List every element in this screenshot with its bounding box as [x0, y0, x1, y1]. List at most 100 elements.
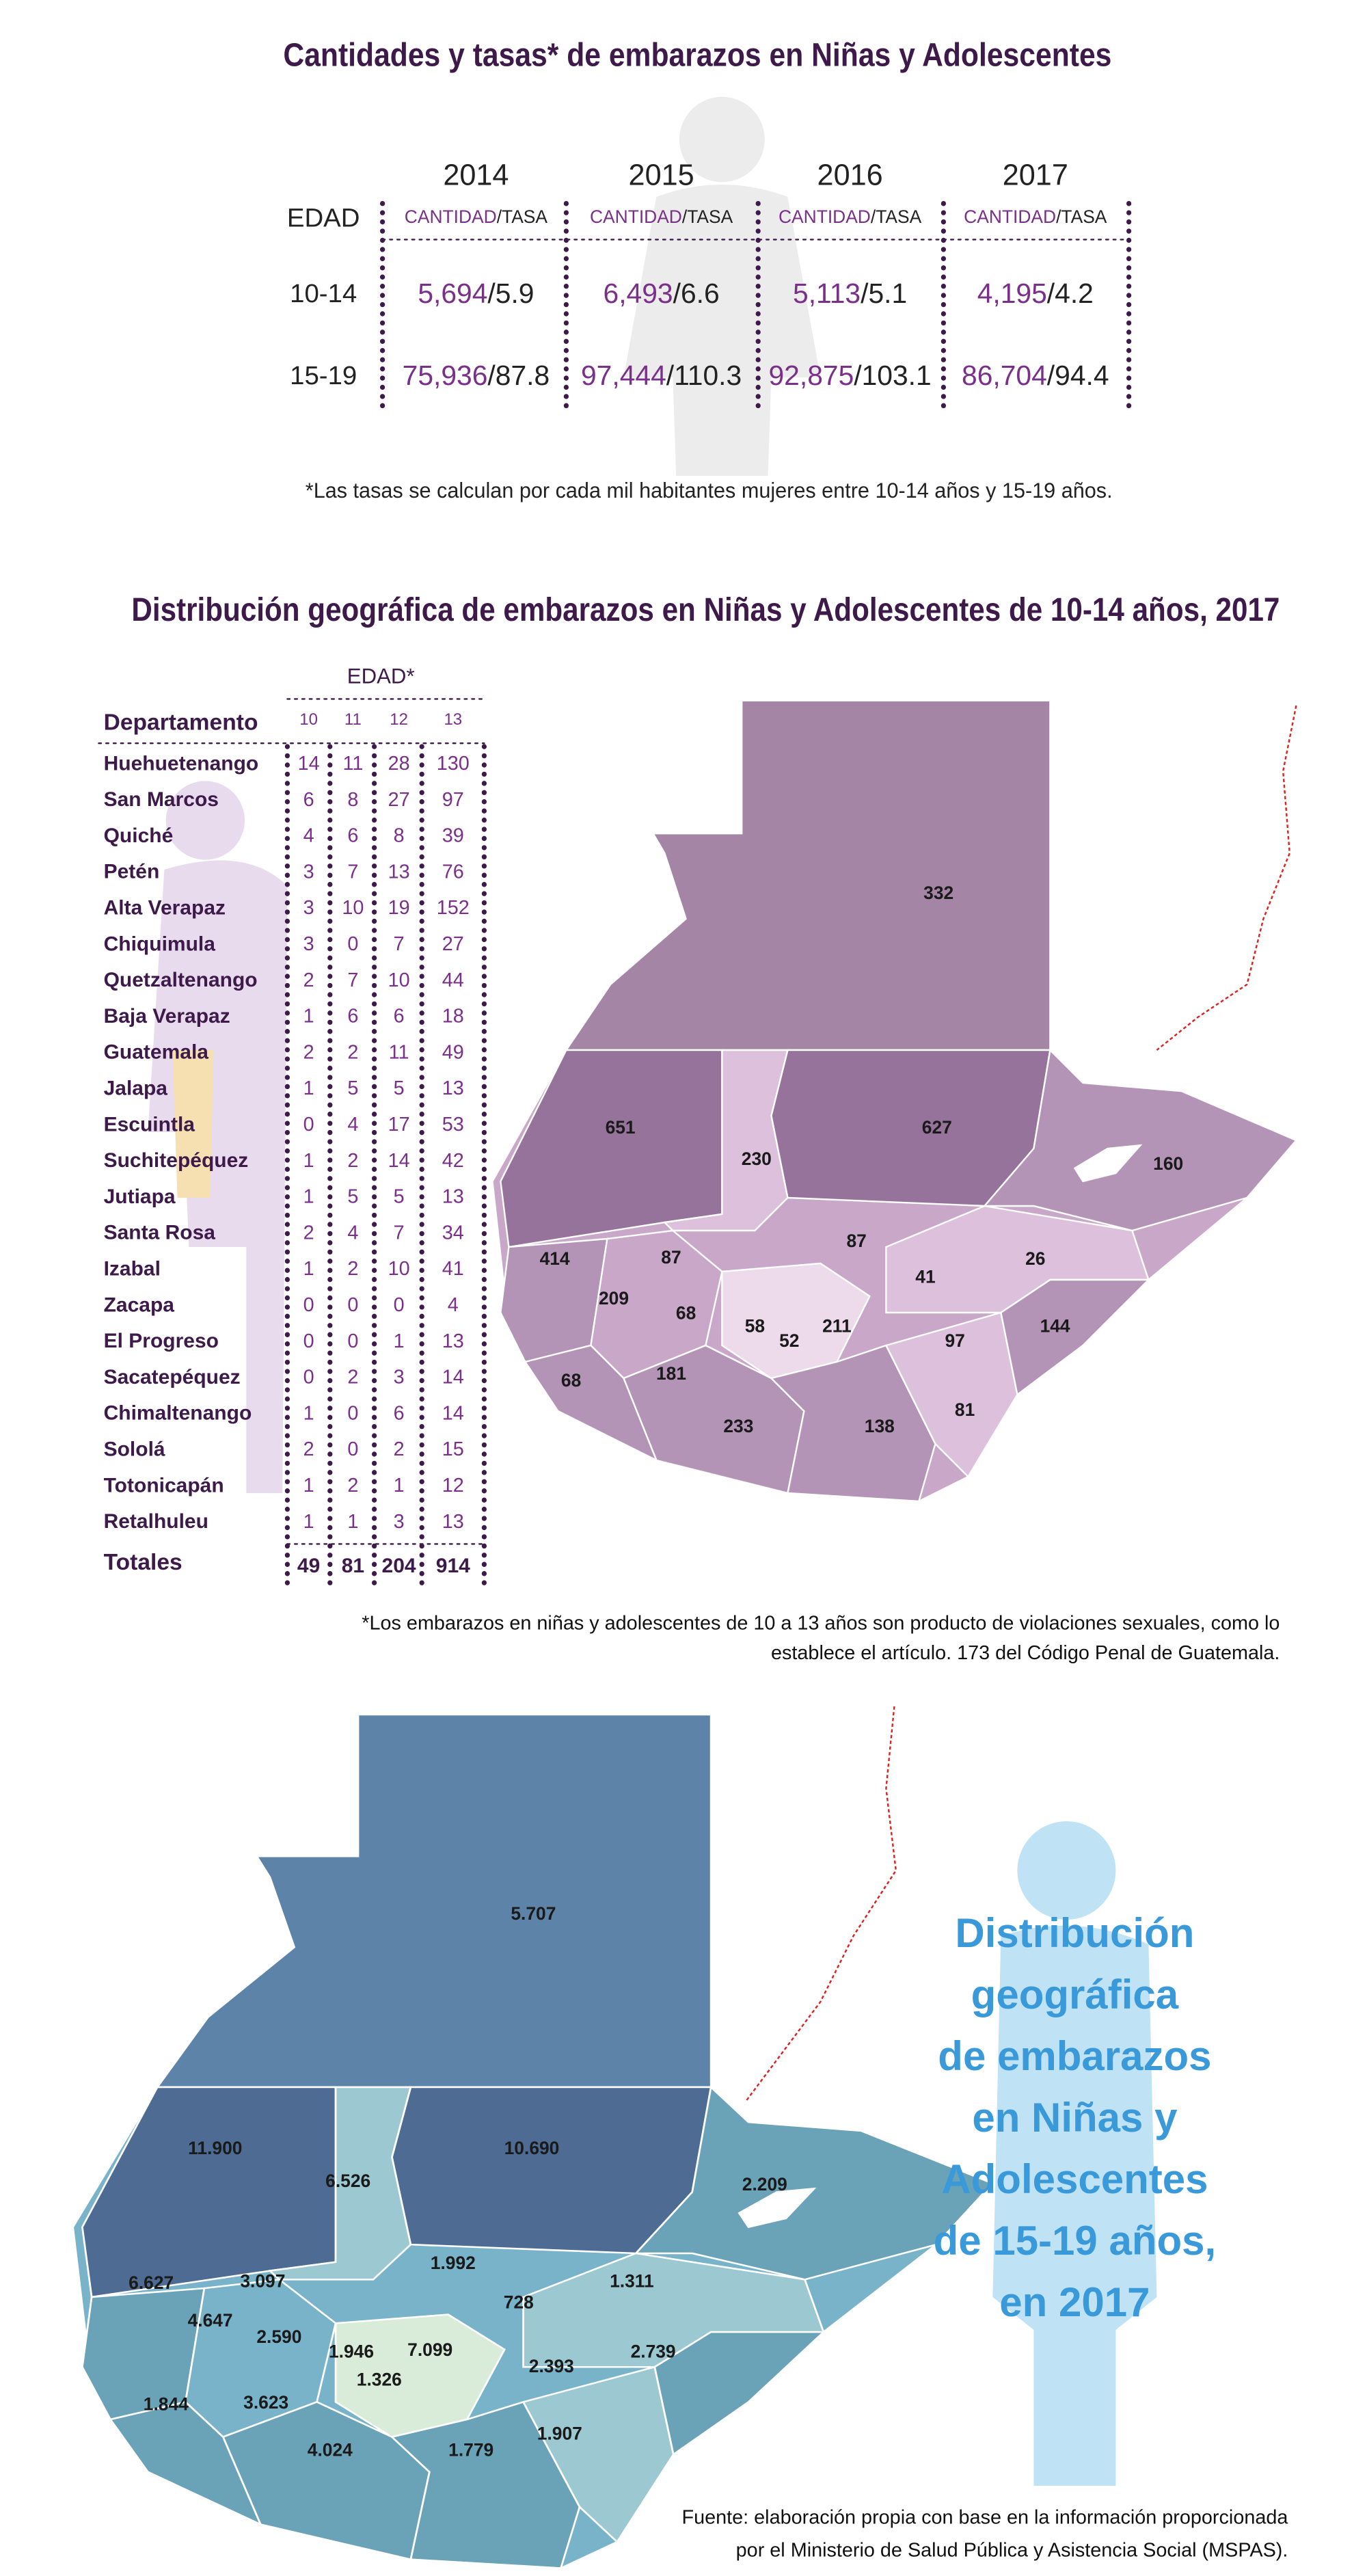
region	[634, 2085, 994, 2281]
count: 4	[347, 1114, 358, 1136]
count: 15	[442, 1438, 464, 1460]
count: 2	[347, 1258, 358, 1280]
map-label: 10.690	[504, 2138, 560, 2158]
map-label: 4.647	[188, 2310, 233, 2331]
count: 10	[388, 1258, 410, 1280]
count: 2	[347, 1475, 358, 1497]
department: Izabal	[104, 1258, 161, 1280]
separator: /	[682, 206, 688, 227]
count: 6	[394, 1006, 405, 1028]
separator: /	[487, 360, 496, 391]
map-label: 2.590	[256, 2326, 301, 2347]
region	[770, 1344, 936, 1503]
count: 14	[388, 1150, 410, 1172]
map-label: 138	[865, 1416, 895, 1436]
count: 4	[303, 825, 314, 847]
count: 1	[303, 1186, 314, 1208]
count: 1	[303, 1077, 314, 1099]
department: Santa Rosa	[104, 1222, 216, 1244]
quantity: 97,444	[581, 360, 666, 391]
map-label: 3.623	[243, 2392, 288, 2413]
quantity: 75,936	[403, 360, 488, 391]
title-line: en Niñas y	[972, 2095, 1178, 2141]
section-note: establece el artículo. 173 del Código Pe…	[771, 1642, 1280, 1664]
count: 1	[303, 1150, 314, 1172]
department: Jutiapa	[104, 1185, 176, 1208]
rate-cell: 86,704/94.4	[962, 360, 1109, 391]
department: San Marcos	[104, 788, 219, 811]
silhouette-head	[679, 96, 765, 183]
region	[268, 2086, 412, 2281]
map-label: 11.900	[188, 2138, 242, 2158]
map-label: 41	[915, 1267, 935, 1287]
rate-label: TASA	[502, 206, 547, 227]
map-label: 1.779	[448, 2440, 493, 2460]
count: 0	[303, 1330, 314, 1352]
map-label: 3.097	[240, 2270, 285, 2291]
map-label: 81	[955, 1399, 975, 1420]
count: 5	[394, 1186, 405, 1208]
department-header: Departamento	[104, 710, 258, 735]
age: 10	[299, 710, 318, 729]
count: 97	[442, 789, 464, 811]
map-label: 230	[742, 1149, 772, 1169]
count: 6	[347, 1006, 358, 1028]
region	[565, 699, 1051, 1051]
map-label: 7.099	[407, 2339, 452, 2360]
rate-label: TASA	[687, 206, 733, 227]
rates-note: *Las tasas se calculan por cada mil habi…	[306, 479, 1113, 502]
year: 2016	[817, 159, 883, 192]
count: 7	[347, 861, 358, 883]
count: 4	[448, 1294, 459, 1316]
department: Huehuetenango	[104, 752, 259, 775]
region	[390, 2400, 581, 2569]
total: 81	[342, 1555, 364, 1577]
rate-label: TASA	[1061, 206, 1107, 227]
separator: /	[1047, 360, 1055, 391]
count: 41	[442, 1258, 464, 1280]
count: 130	[437, 753, 470, 775]
title-line: Adolescentes	[941, 2156, 1208, 2202]
region	[982, 1048, 1298, 1232]
map-label: 87	[661, 1247, 681, 1267]
count: 5	[347, 1077, 358, 1099]
region	[884, 1311, 1018, 1478]
count: 5	[394, 1077, 405, 1099]
rate-cell: 97,444/110.3	[581, 360, 742, 391]
count: 13	[442, 1330, 464, 1352]
region	[500, 1049, 723, 1248]
map-label: 68	[676, 1302, 696, 1323]
department: Suchitepéquez	[104, 1149, 249, 1172]
map-label: 414	[540, 1248, 570, 1269]
map-label: 2.393	[529, 2356, 574, 2376]
map-label: 1.326	[357, 2369, 402, 2389]
department: Zacapa	[104, 1293, 175, 1316]
silhouette-purple	[148, 781, 288, 1493]
rate: 5.9	[496, 278, 534, 309]
count: 39	[442, 825, 464, 847]
year: 2014	[443, 159, 509, 192]
silhouette-head	[165, 781, 245, 860]
quantity: 5,113	[793, 278, 861, 309]
count: 1	[347, 1511, 358, 1533]
section-title: Distribución geográfica de embarazos en …	[131, 592, 1280, 628]
count: 19	[388, 897, 410, 919]
count: 1	[303, 1511, 314, 1533]
count: 27	[388, 789, 410, 811]
count: 3	[303, 861, 314, 883]
map-label: 728	[504, 2292, 534, 2313]
count: 1	[394, 1475, 405, 1497]
quantity: 92,875	[768, 360, 854, 391]
count: 2	[303, 969, 314, 991]
map-label: 160	[1153, 1153, 1183, 1174]
department: Guatemala	[104, 1041, 209, 1064]
quantity-label: CANTIDAD	[405, 206, 497, 227]
count: 3	[303, 897, 314, 919]
count: 7	[394, 933, 405, 955]
silhouette-gray	[623, 96, 821, 476]
count: 14	[442, 1402, 464, 1424]
quantity-label: CANTIDAD	[779, 206, 871, 227]
quantity: 5,694	[418, 278, 487, 309]
